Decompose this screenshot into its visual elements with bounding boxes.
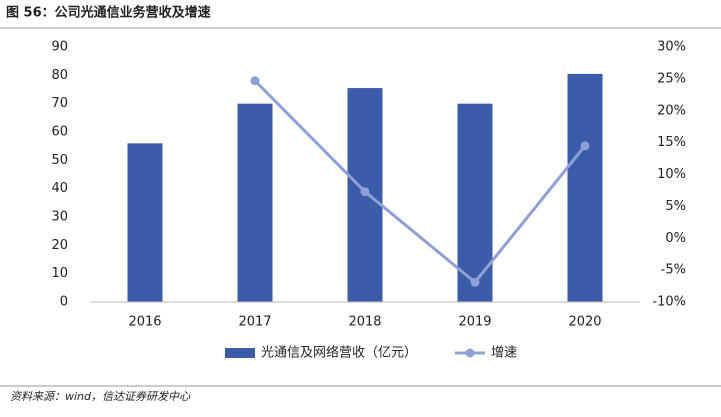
line-point [360, 187, 370, 197]
legend-label: 光通信及网络营收（亿元） [261, 345, 417, 361]
legend-swatch [225, 348, 255, 358]
legend-swatch [465, 348, 475, 358]
bar [127, 143, 163, 302]
y-tick-label: 30 [51, 210, 68, 225]
source-note: 资料来源：wind，信达证券研发中心 [10, 390, 191, 403]
y-tick-label: 40 [51, 181, 68, 196]
x-tick-label: 2019 [458, 315, 491, 330]
y2-tick-label: -10% [652, 295, 686, 310]
x-tick-label: 2017 [238, 315, 271, 330]
bar [567, 73, 603, 303]
y-tick-label: 80 [51, 68, 68, 83]
x-tick-label: 2018 [348, 315, 381, 330]
y2-tick-label: -5% [661, 263, 686, 278]
y-tick-label: 50 [51, 153, 68, 168]
y2-tick-label: 10% [657, 167, 686, 182]
y-tick-label: 60 [51, 125, 68, 140]
y2-tick-label: 15% [657, 135, 686, 150]
y-tick-label: 70 [51, 96, 68, 111]
y-tick-label: 20 [51, 238, 68, 253]
line-point [250, 76, 260, 86]
y2-tick-label: 0% [665, 231, 686, 246]
legend-label: 增速 [491, 346, 517, 361]
y2-tick-label: 30% [657, 40, 686, 55]
y-tick-label: 0 [60, 295, 68, 310]
line-point [580, 141, 590, 151]
y2-tick-label: 20% [657, 103, 686, 118]
chart-title: 图 56：公司光通信业务营收及增速 [6, 5, 211, 21]
line-point [470, 277, 480, 287]
y-tick-label: 10 [51, 266, 68, 281]
bar [237, 103, 273, 303]
line [253, 79, 587, 284]
x-tick-label: 2016 [128, 315, 161, 330]
x-tick-label: 2020 [568, 315, 601, 330]
y2-tick-label: 5% [665, 199, 686, 214]
y-tick-label: 90 [51, 40, 68, 55]
y2-tick-label: 25% [657, 71, 686, 86]
